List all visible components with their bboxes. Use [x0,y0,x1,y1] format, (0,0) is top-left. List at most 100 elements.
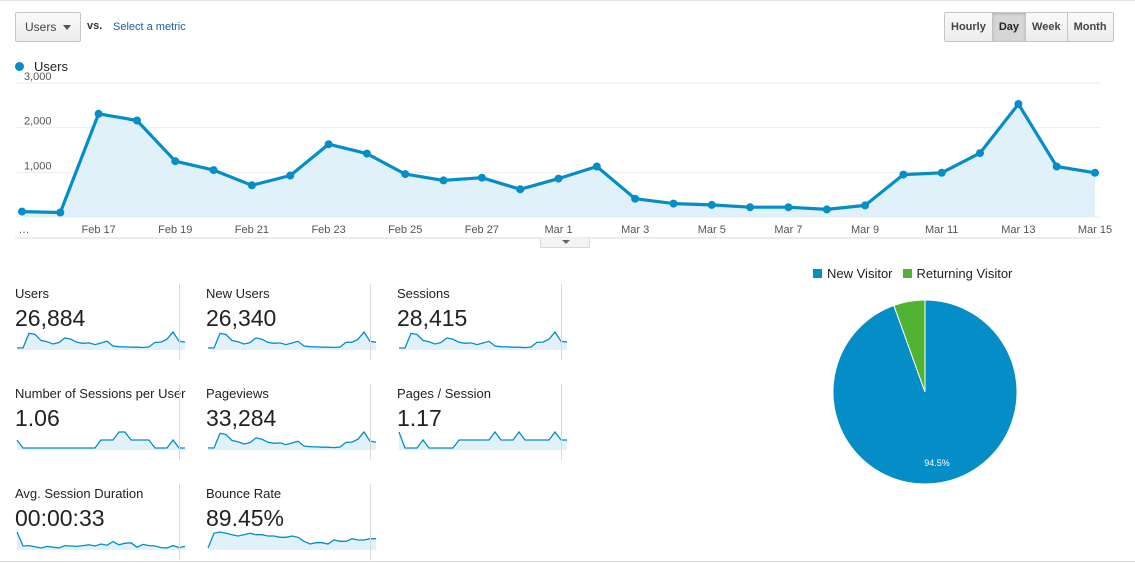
sparkline [207,430,377,450]
sparkline-line [398,430,567,449]
data-point[interactable] [861,201,870,210]
scorecard-value: 26,340 [206,305,277,331]
y-tick-label: 3,000 [24,71,52,83]
scorecard-tile[interactable]: Pages / Session 1.17 [382,384,567,464]
returning-visitor-swatch [902,269,912,278]
data-point[interactable] [286,171,295,180]
data-point[interactable] [516,185,525,194]
sparkline-line [207,531,376,549]
sparkline-line [16,330,186,349]
scorecard-label: Users [15,286,49,301]
data-point[interactable] [899,170,908,179]
data-point[interactable] [976,149,984,158]
x-tick-label: Feb 25 [388,224,422,236]
scorecard-tile[interactable]: Number of Sessions per User 1.06 [0,384,186,464]
sparkline [16,431,185,450]
pie-legend-label: Returning Visitor [916,266,1013,281]
data-point[interactable] [209,166,218,175]
metric-dropdown[interactable]: Users [15,12,81,42]
pie-slice-label: 94.5% [924,458,950,468]
sparkline-area [17,332,185,350]
scorecard-value: 00:00:33 [15,505,105,531]
x-tick-label: Mar 13 [1001,224,1035,236]
scorecard-value: 26,884 [15,305,86,331]
scorecard-label: Avg. Session Duration [15,486,144,501]
x-tick-label: Mar 15 [1078,224,1112,236]
data-point[interactable] [94,109,103,118]
data-point[interactable] [669,199,678,208]
scorecard-label: Sessions [397,286,450,301]
collapse-chart-toggle[interactable] [540,238,590,248]
period-hourly-button[interactable]: Hourly [945,13,992,41]
data-point[interactable] [784,203,793,212]
data-point[interactable] [477,173,486,182]
data-point[interactable] [822,205,831,214]
data-point[interactable] [439,176,448,185]
scorecard-tile[interactable]: Sessions 28,415 [382,284,568,364]
scorecard-tile[interactable]: Pageviews 33,284 [191,384,377,464]
period-month-button[interactable]: Month [1066,13,1113,41]
pie-slice[interactable] [893,299,926,393]
data-point[interactable] [18,207,26,216]
sparkline-area [208,532,376,550]
data-point[interactable] [592,162,601,171]
data-point[interactable] [401,170,410,179]
pie-legend: New Visitor Returning Visitor [813,266,1022,281]
data-point[interactable] [56,208,65,217]
x-tick-label: Mar 11 [925,224,958,236]
x-tick-label: Mar 7 [774,224,802,236]
data-point[interactable] [133,116,141,125]
scorecard-tile[interactable]: New Users 26,340 [191,284,377,364]
data-point[interactable] [1091,168,1099,177]
sparkline-area [17,532,185,550]
period-day-button[interactable]: Day [991,13,1026,41]
chart-legend: Users [15,59,68,74]
select-metric-link[interactable]: Select a metric [113,21,186,33]
chevron-down-icon [63,25,71,30]
scorecard-value: 89.45% [206,505,285,531]
data-point[interactable] [631,194,640,203]
sparkline [398,330,568,350]
scorecard-label: Number of Sessions per User [15,386,186,401]
vs-label: vs. [87,20,103,32]
visitor-type-pie-chart[interactable]: 94.5% [830,297,1020,487]
scorecard-value: 28,415 [397,305,468,331]
collapse-arrow-icon [562,240,570,244]
pie-legend-returning-visitor[interactable]: Returning Visitor [902,266,1013,281]
sparkline [207,531,376,550]
x-tick-label: Feb 21 [235,224,269,236]
pie-legend-new-visitor[interactable]: New Visitor [813,266,893,281]
data-point[interactable] [937,168,946,177]
data-point[interactable] [707,200,716,209]
y-tick-label: 2,000 [24,116,52,128]
scorecard-tile[interactable]: Bounce Rate 89.45% [191,484,376,564]
sparkline [398,430,567,450]
sparkline-line [16,531,186,549]
metric-dropdown-label: Users [25,20,57,34]
data-point[interactable] [171,157,180,166]
users-chart-svg[interactable]: 3,000 2,000 1,000 … Feb 17 Feb 19 Feb 21 Feb 23… [0,50,1135,240]
sparkline-area [399,432,567,450]
period-week-button[interactable]: Week [1025,13,1067,41]
sparkline-area [208,332,376,350]
y-tick-label: 1,000 [24,160,52,172]
sparkline-area [208,432,376,450]
divider [0,561,1135,562]
data-point[interactable] [362,149,371,158]
scorecard-tile[interactable]: Users 26,884 [0,284,186,364]
data-point[interactable] [247,181,256,190]
users-area [22,104,1095,217]
data-point[interactable] [554,174,563,183]
x-tick-label: Feb 27 [465,224,499,236]
scorecard-label: Pages / Session [397,386,491,401]
data-point[interactable] [1014,100,1023,108]
legend-series-name: Users [34,59,68,74]
sparkline-line [207,430,377,449]
data-point[interactable] [324,140,333,149]
data-point[interactable] [746,203,755,212]
new-visitor-swatch [813,269,822,278]
scorecard-tile[interactable]: Avg. Session Duration 00:00:33 [0,484,186,564]
x-tick-label: Feb 19 [158,224,192,236]
data-point[interactable] [1052,162,1061,171]
series-dot-icon [15,62,24,71]
